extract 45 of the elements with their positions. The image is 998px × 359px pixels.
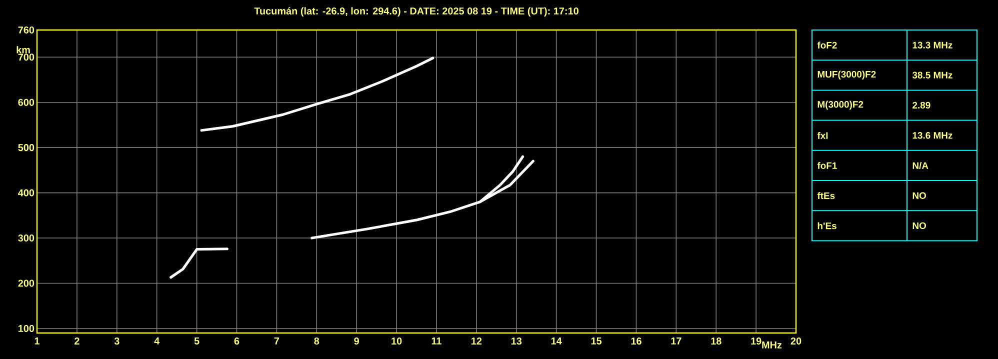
y-tick-label: 300: [18, 234, 34, 242]
x-tick-label: 5: [194, 338, 200, 344]
text: 13.6 MHz: [912, 132, 952, 139]
x-axis-title: MHz: [762, 342, 782, 348]
x-tick-label: 1: [34, 338, 40, 344]
x-tick-label: 14: [551, 338, 562, 344]
text: MUF(3000)F2: [818, 70, 876, 80]
chart-title: Tucumán (lat: -26.9, lon: 294.6) - DATE: 2025 08 19 - TIME (UT): 17:10: [254, 7, 578, 16]
y-tick-label: 600: [18, 98, 34, 106]
x-tick-label: 7: [274, 338, 280, 344]
x-tick-label: 16: [631, 338, 642, 345]
text: fxI: [817, 132, 828, 139]
x-tick-label: 3: [114, 338, 120, 345]
y-tick-label: 500: [18, 144, 34, 152]
text: 2.89: [912, 102, 930, 109]
y-tick-label: 200: [18, 280, 34, 287]
x-tick-label: 11: [432, 338, 442, 344]
text: M(3000)F2: [818, 100, 864, 110]
text: NO: [912, 222, 926, 230]
x-tick-label: 9: [354, 338, 359, 345]
text: N/A: [912, 162, 928, 170]
x-tick-label: 6: [234, 338, 240, 345]
x-tick-label: 13: [511, 338, 522, 345]
x-tick-label: 12: [472, 338, 482, 344]
text: foF1: [817, 162, 837, 169]
x-tick-label: 4: [154, 338, 160, 344]
x-tick-label: 10: [392, 338, 402, 345]
x-tick-label: 20: [790, 338, 802, 345]
x-tick-label: 2: [74, 338, 80, 344]
x-tick-label: 8: [314, 338, 320, 345]
x-tick-label: 18: [711, 338, 722, 345]
x-tick-label: 15: [591, 338, 602, 344]
y-tick-label: 400: [18, 189, 34, 196]
y-axis-title: km: [16, 46, 30, 54]
y-tick-label: 100: [18, 324, 34, 332]
text: NO: [912, 192, 926, 199]
x-tick-label: 17: [671, 338, 682, 344]
x-tick-label: 19: [751, 338, 762, 345]
text: 38.5 MHz: [912, 72, 952, 78]
text: h'Es: [818, 222, 836, 230]
y-tick-label: 700: [18, 54, 34, 61]
text: ftEs: [817, 192, 835, 200]
text: 13.3 MHz: [912, 42, 952, 48]
text: foF2: [817, 42, 837, 49]
y-tick-label: 760: [18, 26, 34, 34]
